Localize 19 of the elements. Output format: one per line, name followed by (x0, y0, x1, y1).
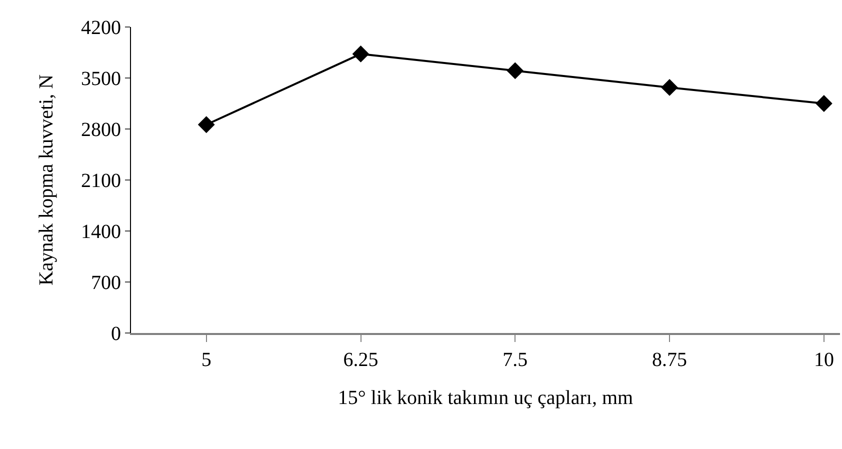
y-tick-label: 4200 (81, 17, 121, 39)
x-tick-label: 5 (201, 349, 212, 371)
y-tick-label: 700 (91, 272, 121, 294)
x-tick-label: 8.75 (652, 349, 688, 371)
y-tick-label: 2100 (81, 170, 121, 192)
x-tick-label: 6.25 (343, 349, 378, 371)
point (198, 116, 215, 134)
y-tick-label: 2800 (81, 119, 121, 141)
y-tick-label: 3500 (81, 68, 121, 90)
point (661, 79, 678, 96)
x-axis-title: 15° lik konik takımın uç çapları, mm (338, 387, 634, 409)
x-tick-label: 10 (814, 349, 834, 371)
y-tick-label: 0 (111, 323, 121, 345)
point (815, 95, 832, 112)
point (352, 46, 370, 62)
y-axis-title: Kaynak kopma kuvveti, N (36, 74, 58, 286)
x-tick-label: 7.5 (502, 349, 528, 371)
y-tick-label: 1400 (81, 221, 121, 243)
point (506, 62, 524, 80)
